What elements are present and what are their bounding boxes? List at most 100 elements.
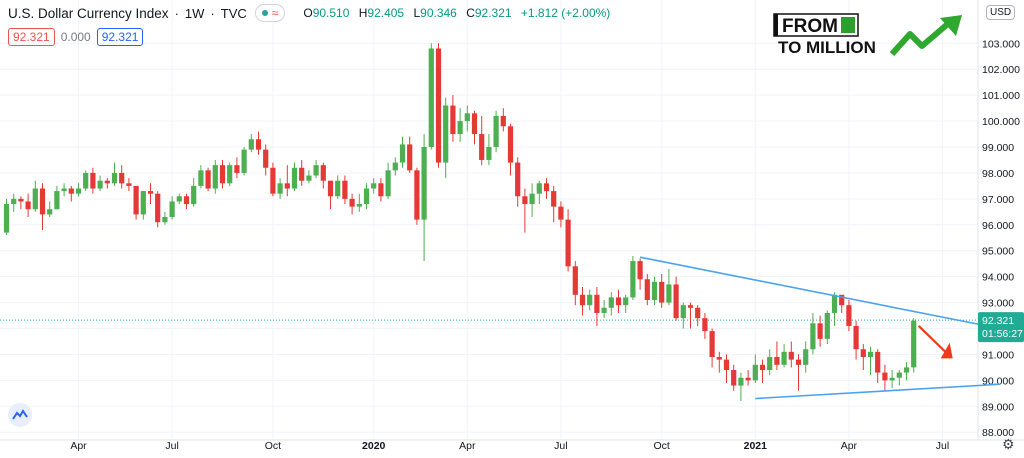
candle-body bbox=[3, 204, 10, 233]
candle-body bbox=[54, 191, 60, 210]
candle-body bbox=[356, 204, 362, 207]
candle-body bbox=[385, 170, 391, 197]
spread-value: 0.000 bbox=[60, 30, 91, 44]
candle-body bbox=[579, 294, 586, 306]
candle-body bbox=[443, 105, 449, 163]
x-tick-label: Apr bbox=[70, 440, 87, 452]
candle-body bbox=[853, 325, 859, 350]
candle-body bbox=[61, 188, 67, 192]
candle-body bbox=[219, 165, 226, 184]
candle-body bbox=[291, 167, 298, 189]
currency-button[interactable]: USD bbox=[986, 5, 1016, 20]
candle-body bbox=[911, 320, 917, 368]
candle-body bbox=[839, 294, 845, 306]
candle-body bbox=[594, 294, 600, 313]
ohlc-readout: O90.510 H92.405 L90.346 C92.321 +1.812 (… bbox=[303, 6, 611, 20]
candle-body bbox=[25, 201, 31, 210]
candle-body bbox=[457, 121, 463, 135]
change-readout: +1.812 (+2.00%) bbox=[520, 6, 611, 20]
candle-body bbox=[126, 183, 132, 186]
candle-body bbox=[608, 297, 614, 308]
candle-body bbox=[774, 357, 780, 365]
candle-body bbox=[630, 261, 636, 298]
y-tick-label: 101.000 bbox=[982, 90, 1020, 102]
candle-body bbox=[572, 266, 578, 295]
candle-body bbox=[846, 305, 852, 326]
brand-logo: FROM TO MILLION bbox=[773, 13, 962, 57]
candle-body bbox=[522, 196, 528, 205]
candle-body bbox=[205, 170, 211, 189]
y-tick-label: 91.000 bbox=[982, 349, 1014, 361]
candle-body bbox=[363, 188, 370, 205]
y-tick-label: 89.000 bbox=[982, 401, 1014, 413]
sell-price-box[interactable]: 92.321 bbox=[8, 28, 55, 46]
candle-body bbox=[896, 372, 902, 378]
tradingview-logo-icon[interactable] bbox=[8, 403, 32, 427]
candle-body bbox=[320, 165, 326, 181]
candle-body bbox=[234, 165, 240, 173]
candle-body bbox=[277, 183, 283, 194]
price-tag-value: 92.321 bbox=[982, 315, 1014, 327]
candle-body bbox=[637, 261, 643, 280]
y-tick-label: 98.000 bbox=[982, 168, 1014, 180]
candle-body bbox=[795, 359, 802, 365]
candle-body bbox=[536, 183, 542, 194]
candle-body bbox=[716, 357, 722, 360]
trendline bbox=[639, 256, 1001, 330]
candle-body bbox=[702, 318, 708, 332]
candle-body bbox=[666, 284, 672, 303]
candle-body bbox=[695, 307, 701, 319]
candle-body bbox=[471, 113, 478, 135]
market-status-pill[interactable]: ≈ bbox=[254, 4, 286, 22]
brand-line2: TO MILLION bbox=[778, 38, 876, 57]
x-tick-label: Jul bbox=[936, 440, 949, 452]
candle-body bbox=[75, 188, 82, 194]
x-tick-label: Jul bbox=[165, 440, 178, 452]
candle-body bbox=[176, 196, 182, 202]
candle-body bbox=[39, 188, 46, 215]
candle-body bbox=[313, 165, 319, 176]
candle-body bbox=[493, 115, 499, 148]
candle-body bbox=[399, 144, 406, 163]
y-tick-label: 100.000 bbox=[982, 116, 1020, 128]
candle-body bbox=[284, 183, 290, 189]
candle-body bbox=[119, 172, 125, 184]
candle-body bbox=[371, 183, 377, 189]
trendline bbox=[755, 383, 1001, 400]
symbol-title[interactable]: U.S. Dollar Currency Index bbox=[8, 5, 169, 21]
candle-body bbox=[378, 183, 384, 197]
buy-price-box[interactable]: 92.321 bbox=[96, 28, 144, 46]
candle-body bbox=[11, 198, 17, 205]
candle-body bbox=[810, 323, 816, 350]
x-tick-label: 2021 bbox=[744, 440, 768, 452]
candle-body bbox=[183, 196, 190, 205]
candle-body bbox=[882, 372, 888, 381]
settings-gear-icon[interactable]: ⚙ bbox=[1002, 436, 1015, 452]
candle-body bbox=[97, 180, 103, 189]
candle-body bbox=[875, 351, 881, 373]
candle-body bbox=[529, 193, 535, 205]
candle-body bbox=[306, 175, 312, 181]
candle-body bbox=[227, 165, 233, 184]
candle-body bbox=[745, 377, 751, 381]
y-tick-label: 99.000 bbox=[982, 142, 1014, 154]
down-arrow bbox=[917, 325, 948, 354]
source-label: TVC bbox=[220, 5, 247, 21]
candle-body bbox=[500, 115, 506, 127]
candle-body bbox=[392, 162, 398, 171]
x-tick-label: 2020 bbox=[362, 440, 386, 452]
candle-body bbox=[212, 165, 218, 189]
interval-label[interactable]: 1W bbox=[184, 5, 205, 21]
candle-body bbox=[421, 147, 427, 220]
candle-body bbox=[32, 188, 38, 210]
candle-body bbox=[327, 180, 334, 197]
candle-body bbox=[752, 364, 758, 381]
y-tick-label: 96.000 bbox=[982, 220, 1014, 232]
candle-body bbox=[781, 351, 787, 365]
y-tick-label: 93.000 bbox=[982, 298, 1014, 310]
market-open-icon bbox=[261, 10, 268, 16]
candle-body bbox=[464, 113, 470, 122]
candle-body bbox=[104, 180, 110, 184]
